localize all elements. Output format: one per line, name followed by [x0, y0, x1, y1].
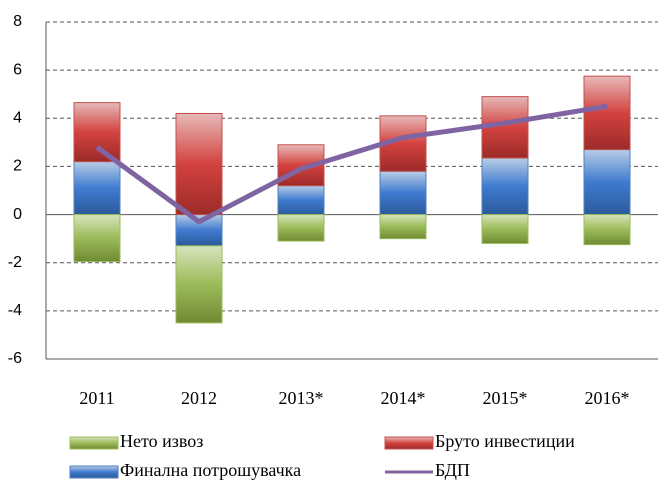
y-tick-label: 2	[13, 158, 22, 175]
y-tick-label: 8	[13, 13, 22, 30]
y-tick-label: -6	[8, 350, 22, 367]
y-tick-label: 4	[13, 110, 22, 127]
legend-swatch	[69, 465, 119, 479]
y-tick-label: 0	[13, 206, 22, 223]
legend-label: БДП	[435, 460, 470, 480]
bar	[73, 214, 121, 263]
bar	[583, 149, 631, 216]
x-tick-label: 2013*	[279, 388, 324, 408]
bar	[277, 185, 325, 216]
bar	[583, 75, 631, 151]
y-tick-label: -2	[8, 254, 22, 271]
x-tick-label: 2014*	[381, 388, 426, 408]
bar	[175, 245, 223, 324]
legend-swatch	[69, 436, 119, 450]
bar	[481, 157, 529, 216]
y-tick-label: -4	[8, 302, 22, 319]
x-tick-label: 2011	[79, 388, 114, 408]
x-tick-label: 2016*	[585, 388, 630, 408]
bar	[73, 102, 121, 163]
legend-label: Бруто инвестиции	[435, 431, 575, 451]
legend-swatch	[384, 436, 434, 450]
legend-label: Финална потрошувачка	[120, 460, 301, 480]
bar	[73, 161, 121, 216]
x-tick-label: 2015*	[483, 388, 528, 408]
bar	[277, 214, 325, 242]
x-tick-label: 2012	[181, 388, 217, 408]
legend-label: Нето извоз	[120, 431, 203, 451]
bar	[481, 96, 529, 159]
bar	[481, 214, 529, 244]
bar	[379, 214, 427, 240]
y-tick-label: 6	[13, 61, 22, 78]
bar	[175, 112, 223, 216]
bar	[583, 214, 631, 246]
bar	[379, 115, 427, 172]
bar	[379, 170, 427, 216]
line	[95, 103, 608, 225]
